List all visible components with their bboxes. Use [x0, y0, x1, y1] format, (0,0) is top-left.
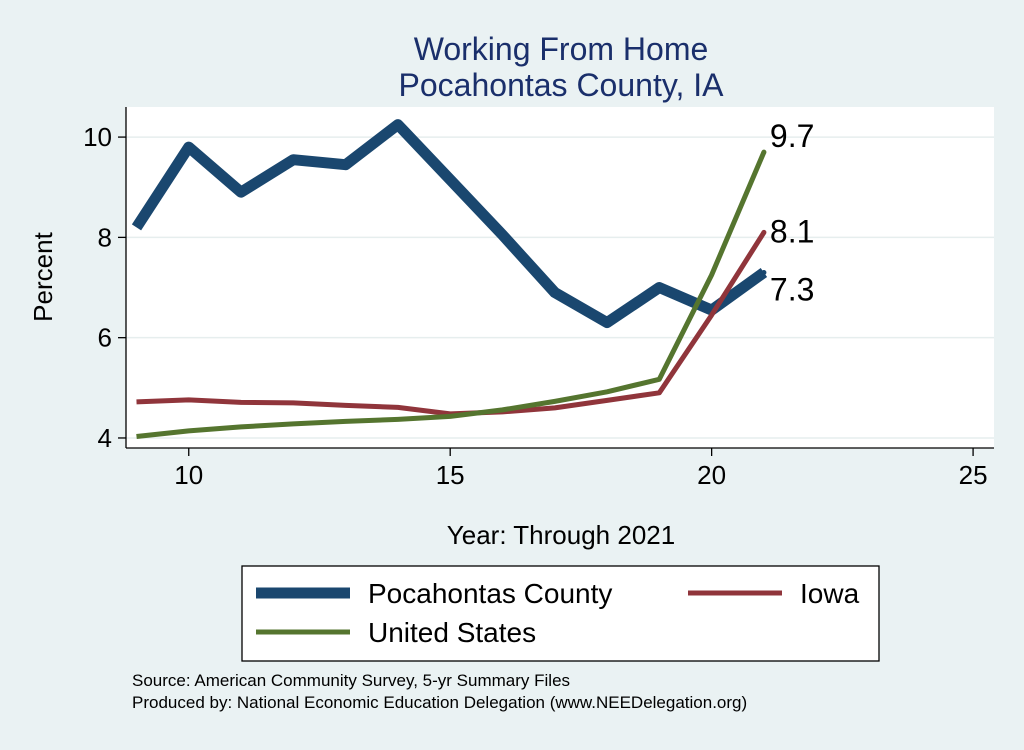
legend-label-iowa: Iowa — [800, 578, 860, 609]
x-tick-label: 20 — [697, 460, 726, 490]
end-labels: 7.3 8.1 9.7 — [770, 118, 814, 307]
legend-label-pocahontas: Pocahontas County — [368, 578, 612, 609]
series-end-point — [761, 269, 767, 275]
axes: 4 6 8 10 10 15 20 25 — [83, 107, 994, 490]
end-value-label: 8.1 — [770, 213, 814, 249]
x-axis-label: Year: Through 2021 — [447, 520, 675, 550]
series-lines — [131, 119, 768, 439]
legend: Pocahontas County Iowa United States — [241, 565, 880, 662]
y-tick-label: 10 — [83, 122, 112, 152]
source-note: Source: American Community Survey, 5-yr … — [132, 671, 570, 690]
series-end-point — [761, 149, 767, 155]
x-tick-label: 15 — [436, 460, 465, 490]
grid-lines — [126, 136, 994, 439]
series-end-point — [761, 229, 767, 235]
y-tick-label: 6 — [98, 323, 112, 353]
plot-area — [126, 107, 994, 448]
legend-box — [241, 565, 880, 662]
y-axis-label: Percent — [28, 231, 58, 321]
end-value-label: 7.3 — [770, 271, 814, 307]
x-tick-label: 10 — [174, 460, 203, 490]
end-value-label: 9.7 — [770, 118, 814, 154]
legend-label-united-states: United States — [368, 617, 536, 648]
series-line-pocahontas-county — [131, 119, 768, 329]
series-line-united-states — [136, 151, 767, 439]
chart-subtitle: Pocahontas County, IA — [399, 67, 725, 103]
produced-by-note: Produced by: National Economic Education… — [132, 693, 747, 712]
x-tick-label: 25 — [959, 460, 988, 490]
y-tick-label: 8 — [98, 222, 112, 252]
y-tick-label: 4 — [98, 423, 112, 453]
chart-title: Working From Home — [414, 31, 709, 67]
